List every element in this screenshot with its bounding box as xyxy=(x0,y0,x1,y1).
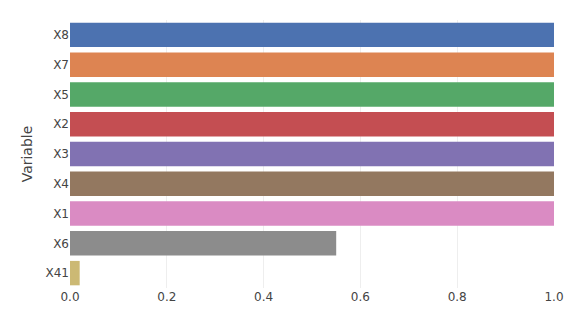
svg-text:X8: X8 xyxy=(53,28,69,42)
svg-text:X4: X4 xyxy=(53,177,69,191)
svg-text:0.6: 0.6 xyxy=(351,290,370,304)
svg-text:X41: X41 xyxy=(46,266,70,280)
svg-text:X2: X2 xyxy=(53,117,69,131)
svg-text:X7: X7 xyxy=(53,58,69,72)
svg-text:X3: X3 xyxy=(53,147,69,161)
svg-text:0.8: 0.8 xyxy=(448,290,467,304)
svg-text:0.4: 0.4 xyxy=(254,290,273,304)
svg-text:0.2: 0.2 xyxy=(157,290,176,304)
svg-text:X6: X6 xyxy=(53,237,69,251)
svg-text:X1: X1 xyxy=(53,207,69,221)
svg-text:1.0: 1.0 xyxy=(544,290,563,304)
svg-text:Variable: Variable xyxy=(19,126,35,183)
svg-text:0.0: 0.0 xyxy=(60,290,79,304)
svg-text:X5: X5 xyxy=(53,88,69,102)
